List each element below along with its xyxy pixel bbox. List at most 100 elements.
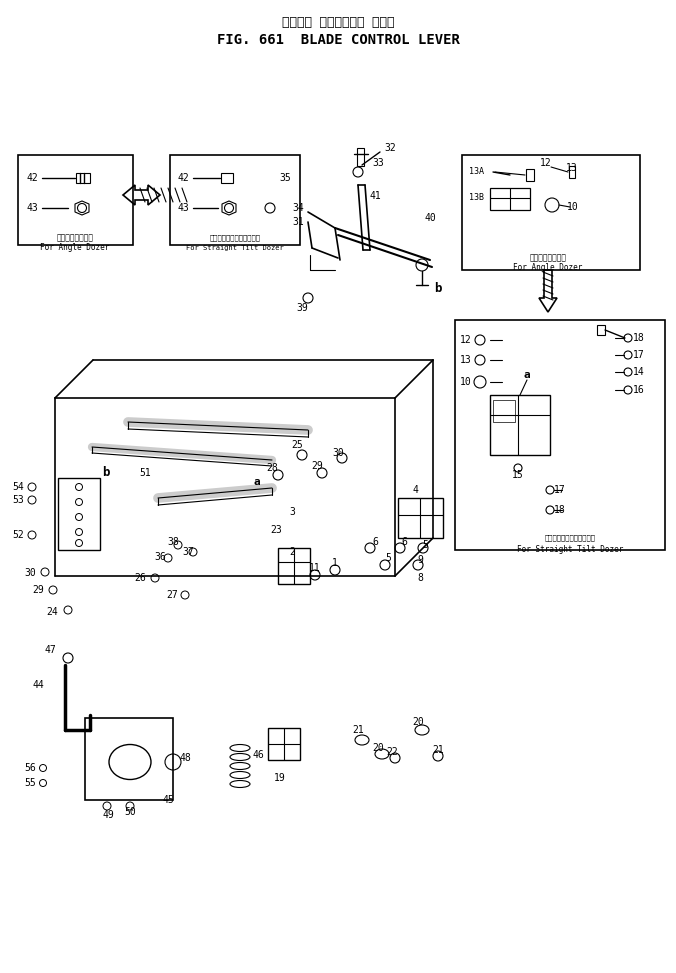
Text: 30: 30 — [332, 448, 344, 458]
Text: 27: 27 — [166, 590, 178, 600]
Text: 54: 54 — [12, 482, 24, 492]
Bar — [462, 155, 640, 270]
Text: b: b — [434, 281, 441, 295]
Text: 11: 11 — [309, 563, 321, 573]
Text: 36: 36 — [154, 552, 166, 562]
Text: a: a — [254, 477, 260, 487]
Text: FIG. 661  BLADE CONTROL LEVER: FIG. 661 BLADE CONTROL LEVER — [216, 33, 460, 47]
Text: 29: 29 — [311, 461, 323, 471]
Bar — [221, 173, 233, 183]
Text: 37: 37 — [182, 547, 194, 557]
Text: ストレートチルトドーサ用: ストレートチルトドーサ用 — [544, 535, 596, 541]
Text: 46: 46 — [252, 750, 264, 760]
Text: 10: 10 — [567, 202, 579, 212]
Bar — [58, 478, 100, 550]
Bar — [398, 498, 443, 538]
Text: 1: 1 — [332, 558, 338, 568]
Text: 17: 17 — [633, 350, 645, 360]
Text: 16: 16 — [633, 385, 645, 395]
Text: 17: 17 — [554, 485, 566, 495]
Text: 48: 48 — [179, 753, 191, 763]
Text: 21: 21 — [432, 745, 444, 755]
Text: 10: 10 — [460, 377, 472, 387]
Text: 12: 12 — [460, 335, 472, 345]
Text: 28: 28 — [266, 463, 278, 473]
Bar — [268, 728, 300, 760]
Text: アングルドーサ用: アングルドーサ用 — [529, 254, 566, 263]
Text: 8: 8 — [417, 573, 423, 583]
Bar — [526, 169, 534, 181]
Text: 2: 2 — [289, 547, 295, 557]
Text: 6: 6 — [372, 537, 378, 547]
Text: 9: 9 — [417, 555, 423, 565]
Text: 5: 5 — [422, 540, 428, 550]
Text: 26: 26 — [134, 573, 146, 583]
Text: 33: 33 — [372, 158, 384, 168]
Text: 39: 39 — [296, 303, 308, 313]
Text: 52: 52 — [12, 530, 24, 540]
Text: 34: 34 — [292, 203, 304, 213]
Text: 14: 14 — [633, 367, 645, 377]
Text: 13: 13 — [460, 355, 472, 365]
Bar — [490, 395, 550, 455]
Text: For Straight Tilt Dozer: For Straight Tilt Dozer — [186, 245, 284, 251]
Text: 13: 13 — [566, 163, 578, 173]
Text: 4: 4 — [412, 485, 418, 495]
Bar — [278, 548, 310, 584]
Text: 40: 40 — [424, 213, 436, 223]
Text: 15: 15 — [512, 470, 524, 480]
Text: 29: 29 — [32, 585, 44, 595]
Text: 32: 32 — [384, 143, 396, 153]
Text: 38: 38 — [167, 537, 179, 547]
Text: 42: 42 — [26, 173, 38, 183]
Text: 25: 25 — [291, 440, 303, 450]
Text: 41: 41 — [369, 191, 381, 201]
Text: 53: 53 — [12, 495, 24, 505]
Text: b: b — [102, 466, 110, 480]
Text: 18: 18 — [633, 333, 645, 343]
Bar — [357, 148, 364, 166]
Text: For Straight Tilt Dozer: For Straight Tilt Dozer — [517, 546, 623, 555]
Text: 42: 42 — [177, 173, 189, 183]
Text: 20: 20 — [372, 743, 384, 753]
Text: 13A: 13A — [468, 167, 483, 176]
Bar — [170, 155, 300, 245]
Text: 22: 22 — [386, 747, 398, 757]
Text: 56: 56 — [24, 763, 36, 773]
Text: 19: 19 — [274, 773, 286, 783]
Text: 6: 6 — [401, 537, 407, 547]
Text: 21: 21 — [352, 725, 364, 735]
Text: 3: 3 — [289, 507, 295, 517]
Text: 44: 44 — [32, 680, 44, 690]
Bar — [18, 155, 133, 245]
Bar — [493, 400, 515, 422]
Text: a: a — [524, 370, 531, 380]
Text: アングルドーザ用: アングルドーザ用 — [57, 234, 93, 242]
Text: 5: 5 — [385, 553, 391, 563]
Text: 50: 50 — [124, 807, 136, 817]
Text: ストレートチルトドーザ用: ストレートチルトドーザ用 — [210, 234, 260, 241]
Text: 24: 24 — [46, 607, 58, 617]
Text: 55: 55 — [24, 778, 36, 788]
Text: 49: 49 — [102, 810, 114, 820]
Bar — [455, 320, 665, 550]
Bar — [569, 166, 575, 178]
Bar — [597, 325, 605, 335]
Text: 47: 47 — [44, 645, 56, 655]
Bar — [85, 718, 173, 800]
Text: 12: 12 — [540, 158, 552, 168]
Text: 45: 45 — [162, 795, 174, 805]
Text: 43: 43 — [26, 203, 38, 213]
Text: 43: 43 — [177, 203, 189, 213]
Text: 13B: 13B — [468, 194, 483, 202]
Text: 31: 31 — [292, 217, 304, 227]
Text: For Angle Dozer: For Angle Dozer — [513, 264, 583, 272]
Text: 18: 18 — [554, 505, 566, 515]
Text: 20: 20 — [412, 717, 424, 727]
Bar — [490, 188, 530, 210]
Text: 30: 30 — [24, 568, 36, 578]
Text: 35: 35 — [279, 173, 291, 183]
Text: 23: 23 — [270, 525, 282, 535]
Bar — [76, 173, 90, 183]
Text: 51: 51 — [139, 468, 151, 478]
